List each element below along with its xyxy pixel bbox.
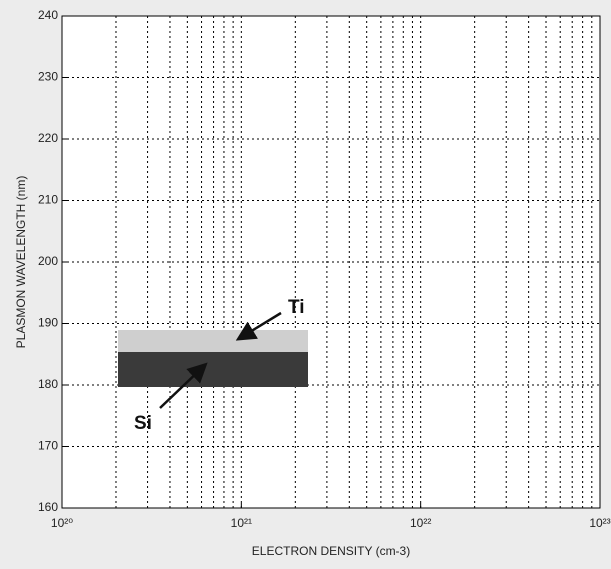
y-tick-label: 220 bbox=[38, 131, 58, 145]
y-tick-label: 230 bbox=[38, 70, 58, 84]
x-tick-label: 10²¹ bbox=[231, 516, 252, 530]
annotation: Ti bbox=[288, 297, 305, 318]
y-tick-label: 190 bbox=[38, 316, 58, 330]
x-tick-label: 10²⁰ bbox=[51, 516, 73, 530]
y-tick-label: 200 bbox=[38, 254, 58, 268]
ti-layer bbox=[118, 330, 308, 352]
inset-diagram: Ti Si bbox=[118, 297, 308, 434]
annotation: Si bbox=[134, 413, 152, 434]
y-tick-label: 170 bbox=[38, 439, 58, 453]
plot-area bbox=[61, 15, 601, 509]
x-tick-label: 10²³ bbox=[589, 516, 610, 530]
x-axis-label: ELECTRON DENSITY (cm-3) bbox=[252, 544, 410, 558]
y-tick-label: 180 bbox=[38, 377, 58, 391]
grid bbox=[61, 15, 601, 509]
ti-arrow bbox=[235, 311, 282, 341]
si-layer bbox=[118, 352, 308, 387]
si-arrow bbox=[159, 362, 208, 409]
y-axis-label: PLASMON WAVELENGTH (nm) bbox=[14, 176, 28, 349]
y-tick-label: 210 bbox=[38, 193, 58, 207]
y-tick-label: 160 bbox=[38, 500, 58, 514]
y-tick-label: 240 bbox=[38, 8, 58, 22]
x-tick-label: 10²² bbox=[410, 516, 431, 530]
